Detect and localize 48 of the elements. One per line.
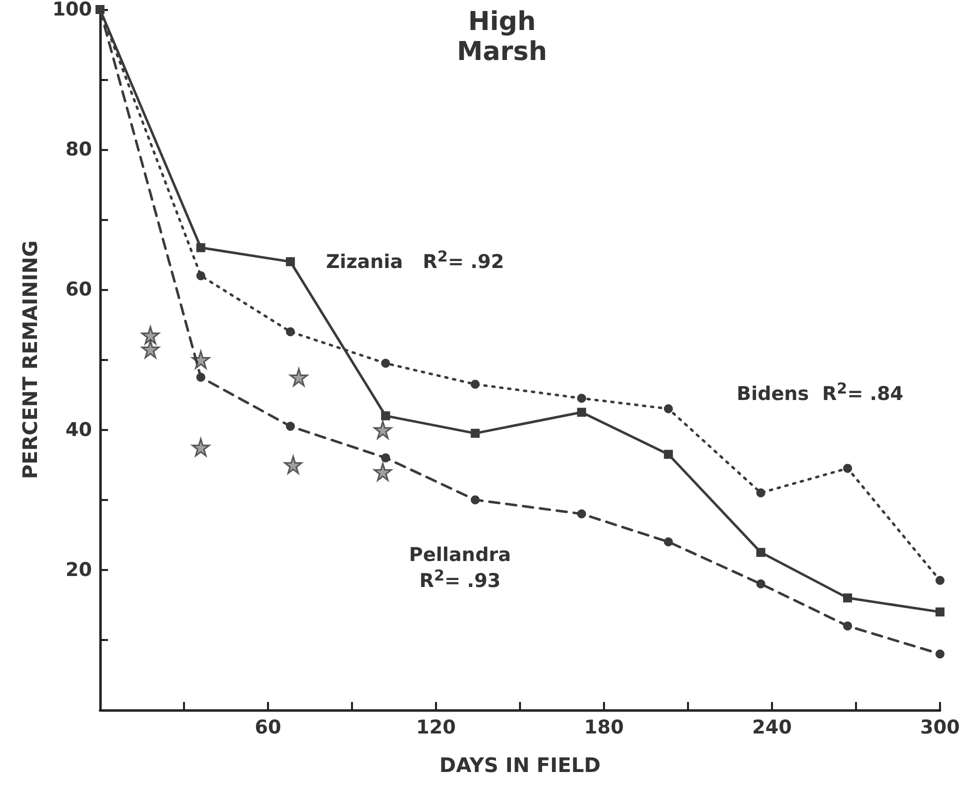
point [664, 404, 673, 414]
point [664, 537, 673, 546]
point [756, 488, 766, 498]
x-axis-title: DAYS IN FIELD [439, 753, 601, 777]
point [290, 368, 308, 387]
point [374, 420, 392, 440]
point [141, 326, 160, 344]
x-tick-label: 60 [254, 716, 282, 738]
point [470, 380, 480, 389]
point [470, 495, 480, 504]
point [756, 579, 766, 588]
point [284, 456, 302, 474]
point [196, 243, 206, 252]
point [843, 464, 852, 473]
y-tick-label: 80 [66, 138, 92, 161]
point [577, 408, 586, 417]
x-tick-label: 120 [416, 716, 456, 738]
point [843, 593, 852, 602]
point [196, 372, 206, 382]
x-tick-label: 240 [752, 716, 792, 738]
x-tick-label: 180 [584, 716, 624, 738]
text: High Marsh [456, 7, 548, 67]
y-tick-label: 100 [52, 0, 92, 20]
point [577, 509, 586, 518]
point [936, 607, 944, 616]
point [141, 340, 160, 358]
point [286, 327, 295, 336]
y-axis-title: PERCENT REMAINING [18, 240, 42, 480]
point [286, 422, 295, 431]
point [374, 462, 392, 482]
y-tick-label: 20 [66, 558, 92, 581]
point [756, 548, 766, 557]
y-tick-label: 60 [66, 278, 92, 301]
point [381, 411, 390, 420]
point [286, 257, 295, 266]
point [470, 428, 480, 438]
point [196, 271, 206, 280]
point [577, 394, 586, 403]
point [664, 450, 673, 459]
y-tick-label: 40 [66, 418, 92, 441]
point [381, 453, 390, 462]
point [936, 576, 944, 585]
x-tick-label: 300 [920, 716, 960, 738]
point [936, 649, 944, 658]
point [192, 438, 210, 457]
point [381, 358, 390, 368]
point [843, 621, 852, 630]
point [192, 350, 210, 369]
